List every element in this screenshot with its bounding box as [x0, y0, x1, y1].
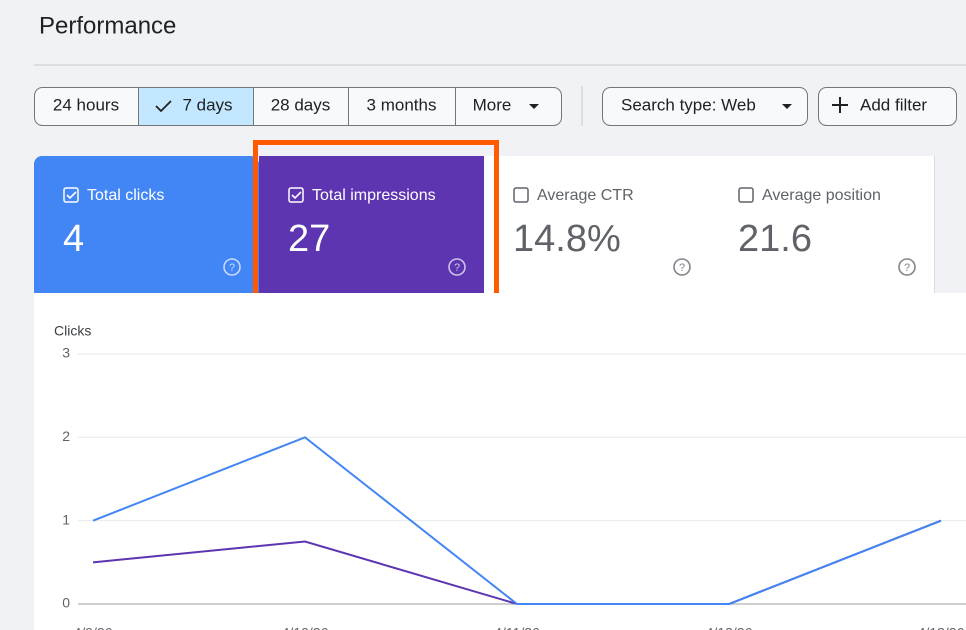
filter-label[interactable]: Add filter: [860, 95, 927, 114]
metric-label: Total clicks: [87, 187, 164, 204]
y-tick-label: 3: [62, 345, 70, 361]
checkbox-check: [291, 191, 302, 200]
x-tick-label: 4/10/26: [282, 625, 329, 630]
dropdown-icon: [529, 104, 539, 109]
help-icon: [223, 258, 241, 276]
metric-card[interactable]: [484, 156, 709, 293]
metric-value: 21.6: [738, 218, 812, 260]
help-icon-mark: ?: [229, 262, 235, 274]
x-tick-label: 4/9/26: [74, 625, 113, 630]
help-icon: [673, 258, 691, 276]
help-icon-mark: ?: [904, 262, 910, 274]
metric-card[interactable]: [709, 156, 934, 293]
x-tick-label: 4/13/26: [918, 625, 965, 630]
series-line: [92, 436, 942, 605]
checkbox-check: [66, 191, 77, 200]
page-title: Performance: [39, 12, 176, 39]
filter-button[interactable]: [602, 87, 808, 126]
filter-button[interactable]: [818, 87, 957, 126]
check-icon: [155, 100, 172, 113]
dropdown-icon: [782, 104, 792, 109]
y-tick-label: 2: [62, 428, 70, 444]
date-range-option[interactable]: 24 hours: [53, 95, 119, 114]
y-axis-title: Clicks: [54, 323, 91, 339]
checkbox[interactable]: [513, 187, 529, 203]
checkbox[interactable]: [288, 187, 304, 203]
metric-label: Total impressions: [312, 187, 436, 204]
card-corner-fill: [34, 200, 259, 293]
date-range-option[interactable]: More: [473, 95, 512, 114]
help-icon-mark: ?: [679, 262, 685, 274]
help-icon-mark: ?: [454, 262, 460, 274]
metric-value: 14.8%: [513, 218, 621, 260]
date-range-option[interactable]: 28 days: [271, 95, 331, 114]
metric-label: Average position: [762, 187, 881, 204]
checkbox[interactable]: [63, 187, 79, 203]
chart-panel: [34, 293, 966, 630]
date-range-option[interactable]: 7 days: [182, 95, 232, 114]
x-tick-label: 4/11/26: [494, 625, 540, 630]
y-tick-label: 1: [62, 511, 70, 527]
x-tick-label: 4/12/26: [706, 625, 753, 630]
help-icon: [448, 258, 466, 276]
plus-icon: [832, 97, 848, 113]
filter-label[interactable]: Search type: Web: [621, 95, 756, 114]
metric-value: 4: [63, 218, 84, 260]
metric-label: Average CTR: [537, 187, 634, 204]
date-range-option[interactable]: 3 months: [367, 95, 437, 114]
metric-card[interactable]: [259, 156, 484, 293]
checkbox[interactable]: [738, 187, 754, 203]
metric-value: 27: [288, 218, 330, 260]
y-tick-label: 0: [62, 595, 70, 611]
help-icon: [898, 258, 916, 276]
